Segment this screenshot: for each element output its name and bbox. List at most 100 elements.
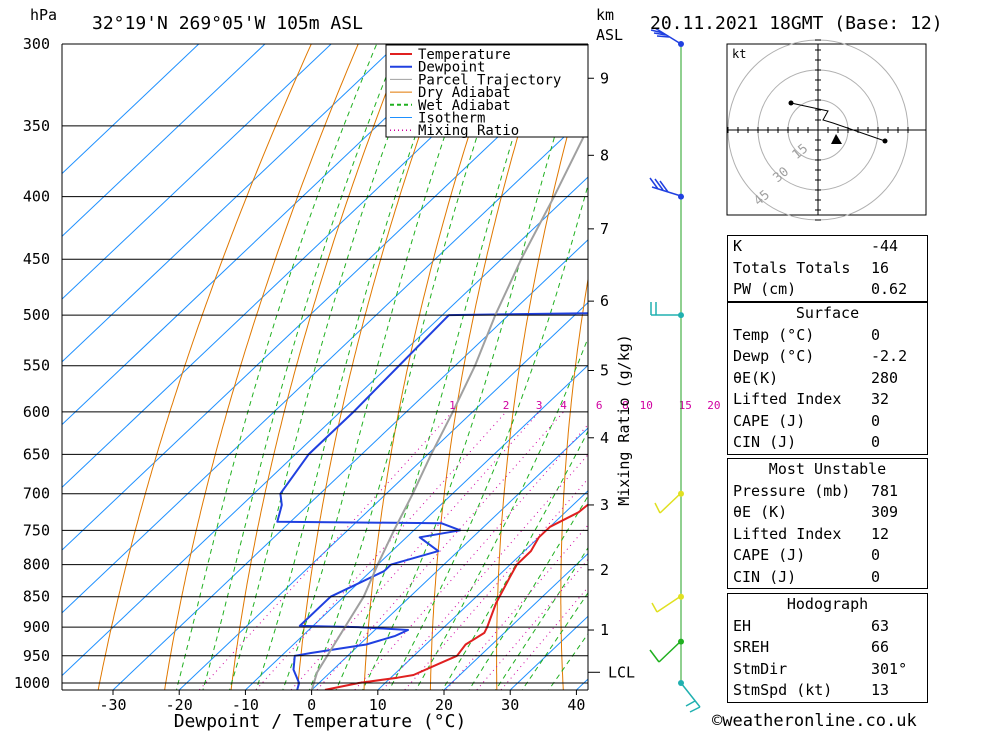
wet-adiabat-line: [415, 336, 588, 690]
surface-label: CIN (J): [733, 433, 797, 451]
surface-value: -2.2: [871, 347, 908, 365]
surface-row: CAPE (J) 0: [728, 411, 927, 433]
surface-label: CAPE (J): [733, 411, 806, 430]
most-unstable-row: θE (K) 309: [728, 502, 927, 524]
km-tick-label: 4: [600, 429, 609, 447]
legend-label: Dry Adiabat: [418, 85, 511, 101]
pressure-tick-label: 750: [23, 521, 50, 539]
most-unstable-label: CAPE (J): [733, 546, 806, 564]
hodograph-point: [882, 138, 888, 144]
pressure-tick-label: 550: [23, 357, 50, 375]
mixing-ratio-label: 8: [622, 399, 629, 412]
hpa-label: hPa: [30, 6, 57, 24]
wind-barb-icon: [680, 682, 701, 713]
surface-row: θE(K) 280: [728, 368, 927, 390]
legend-label: Temperature: [418, 47, 511, 63]
mixing-ratio-line: [255, 411, 507, 690]
series-line-temperature: [324, 503, 588, 690]
legend-label: Isotherm: [418, 111, 485, 127]
km-tick-label: 3: [600, 496, 609, 514]
mixing-ratio-label: 3: [536, 399, 543, 412]
most-unstable-row: CAPE (J) 0: [728, 545, 927, 567]
x-tick-label: -20: [166, 696, 193, 714]
pressure-tick-label: 450: [23, 250, 50, 268]
credit-link[interactable]: ©weatheronline.co.uk: [712, 711, 917, 731]
wet-adiabat-line: [282, 44, 478, 690]
mixing-ratio-line: [354, 423, 588, 690]
index-label: Totals Totals: [733, 258, 851, 277]
mixing-ratio-line: [382, 453, 588, 690]
pressure-tick-label: 700: [23, 485, 50, 503]
pressure-tick-label: 650: [23, 445, 50, 463]
wind-barbs: [649, 27, 701, 713]
index-label: PW (cm): [733, 280, 797, 298]
x-tick-label: 20: [435, 696, 453, 714]
mixing-ratio-line: [290, 411, 540, 690]
legend-label: Parcel Trajectory: [418, 72, 561, 88]
dry-adiabat-line: [429, 44, 547, 690]
most-unstable-value: 0: [871, 567, 881, 586]
pressure-tick-label: 400: [23, 188, 50, 206]
hodograph-row: StmSpd (kt) 13: [728, 680, 927, 702]
wind-barb-icon: [650, 27, 682, 45]
hodograph-value: 66: [871, 638, 890, 656]
wet-adiabat-line: [229, 44, 424, 690]
x-axis-label: Dewpoint / Temperature (°C): [174, 711, 467, 732]
mixing-ratio-label: 20: [707, 399, 720, 412]
km-tick-label: 6: [600, 292, 609, 310]
mixing-ratio-label: 6: [596, 399, 603, 412]
most-unstable-label: Pressure (mb): [733, 481, 851, 500]
wet-adiabat-line: [255, 44, 450, 690]
most-unstable-label: CIN (J): [733, 567, 797, 586]
km-tick-label: 2: [600, 561, 609, 579]
index-row: Totals Totals 16: [728, 258, 927, 280]
axes-labels: 1234681015202530035040045050055060065070…: [14, 35, 743, 714]
hodograph-value: 301°: [871, 659, 908, 678]
mixing-ratio-label: 15: [679, 399, 692, 412]
pressure-tick-label: 850: [23, 588, 50, 606]
dry-adiabat-line: [230, 44, 406, 690]
lcl-label: LCL: [608, 663, 635, 681]
surface-value: 0: [871, 411, 881, 430]
legend-label: Wet Adiabat: [418, 98, 511, 114]
series-line-parcel-trajectory: [310, 125, 588, 690]
wind-barb-icon: [654, 492, 682, 514]
surface-value: 32: [871, 390, 890, 408]
wet-adiabat-line: [388, 183, 588, 690]
indices-table: K -44 Totals Totals 16 PW (cm) 0.62: [727, 235, 928, 302]
dry-adiabat-line: [960, 44, 1000, 694]
surface-value: 280: [871, 368, 899, 387]
km-tick-label: 1: [600, 621, 609, 639]
plot-frame: [61, 43, 600, 695]
hodograph-row: EH 63: [728, 616, 927, 638]
isotherm-line: [62, 44, 200, 175]
surface-value: 0: [871, 325, 881, 344]
x-tick-label: 0: [307, 696, 316, 714]
most-unstable-label: θE (K): [733, 503, 788, 521]
location-title: 32°19'N 269°05'W 105m ASL: [92, 13, 363, 34]
hodograph-row: StmDir 301°: [728, 659, 927, 681]
hodograph-value: 13: [871, 681, 890, 699]
surface-table: Surface Temp (°C) 0 Dewp (°C) -2.2 θE(K) 280 L…: [727, 302, 928, 455]
surface-row: CIN (J) 0: [728, 432, 927, 454]
most-unstable-value: 781: [871, 481, 899, 500]
hodograph-point: [788, 100, 794, 106]
mixing-ratio-label: 2: [503, 399, 510, 412]
hodograph-label: EH: [733, 616, 752, 635]
datetime-title: 20.11.2021 18GMT (Base: 12): [650, 13, 943, 34]
isotherm-line: [62, 50, 588, 551]
mixing-ratio-line: [476, 558, 588, 690]
most-unstable-row: CIN (J) 0: [728, 567, 927, 589]
surface-title: Surface: [795, 304, 860, 322]
index-row: K -44: [728, 236, 927, 258]
hodograph-value: 63: [871, 616, 890, 635]
mixing-ratio-axis-label: Mixing Ratio (g/kg): [615, 334, 633, 506]
isotherm-line: [112, 239, 588, 690]
most-unstable-row: Lifted Index 12: [728, 524, 927, 546]
km-tick-label: 9: [600, 69, 609, 87]
x-tick-label: -30: [99, 696, 126, 714]
surface-label: Dewp (°C): [733, 347, 815, 365]
pressure-tick-label: 800: [23, 556, 50, 574]
